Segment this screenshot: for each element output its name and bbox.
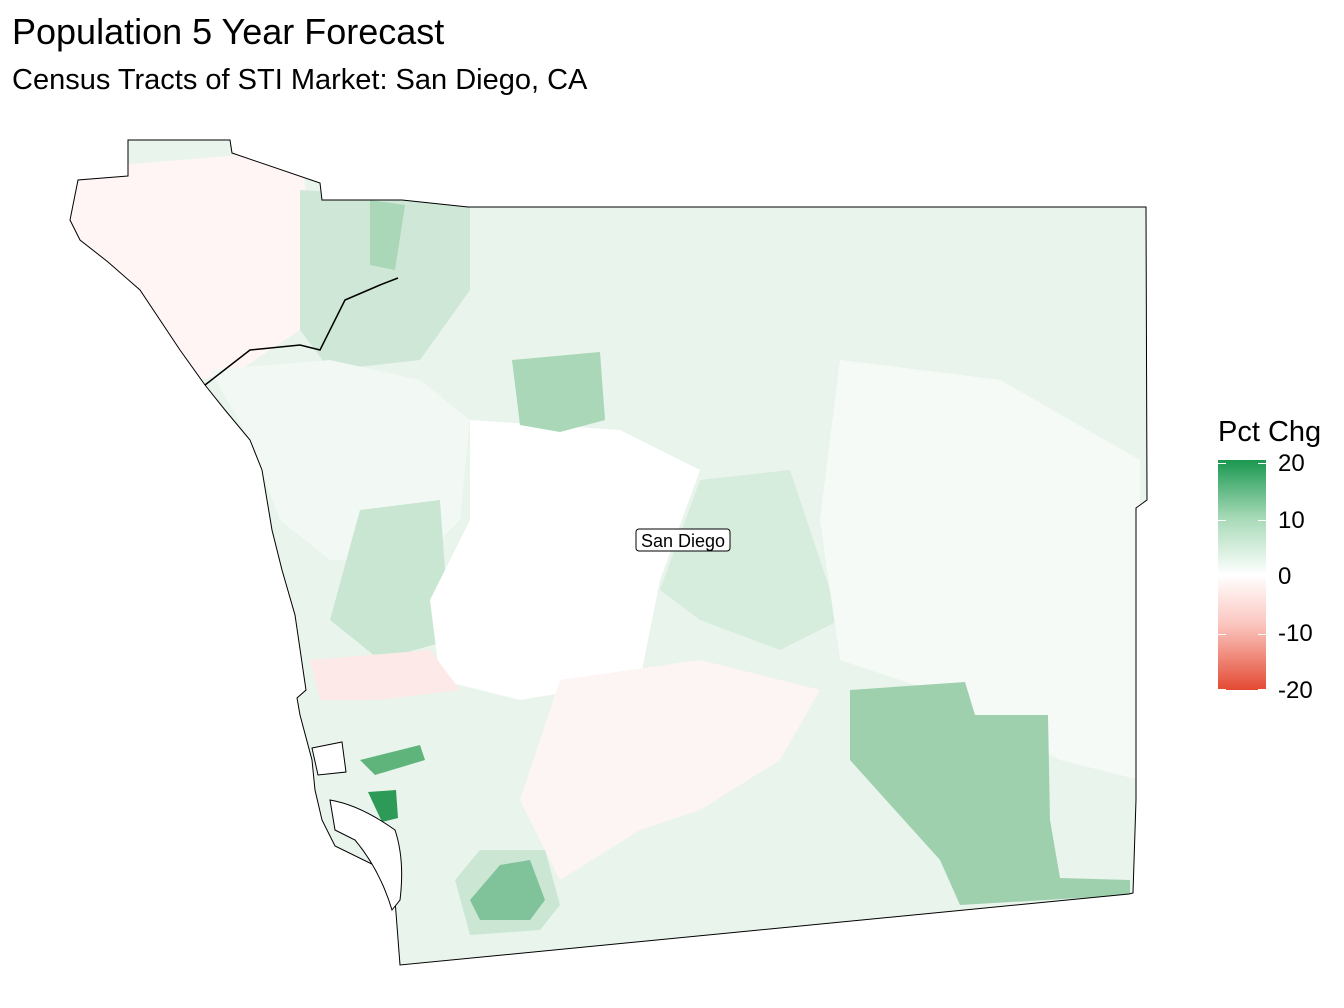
legend-tick-label: -20 [1278, 677, 1313, 704]
county-outline [69, 139, 1148, 966]
city-label: San Diego [641, 531, 725, 551]
legend-tickmark [1258, 577, 1266, 578]
legend-tickmark [1258, 634, 1266, 635]
region-urban-green [360, 745, 425, 775]
region-south-decline [520, 660, 820, 880]
legend-tickmark [1218, 577, 1226, 578]
chart-title: Population 5 Year Forecast [12, 11, 445, 52]
chart-subtitle: Census Tracts of STI Market: San Diego, … [12, 64, 588, 96]
region-north-inland [300, 190, 470, 370]
legend-tick-label: 20 [1278, 450, 1305, 477]
city-label-group: San Diego [635, 528, 731, 552]
legend-tickmark [1218, 520, 1226, 521]
region-north-ridge [370, 200, 405, 270]
region-southcentral-halo [455, 850, 560, 935]
region-east-central [660, 470, 840, 650]
legend-tickmark [1258, 463, 1266, 464]
region-southwest-decline [310, 650, 460, 700]
region-inland-white [430, 420, 700, 700]
legend-tickmark [1218, 634, 1226, 635]
legend-tick-label: 10 [1278, 507, 1305, 534]
legend-tickmark [1218, 463, 1226, 464]
north-boundary-line [204, 277, 399, 386]
region-mid-green [512, 352, 605, 432]
legend-colorbar [1218, 460, 1266, 690]
san-diego-bay [329, 799, 403, 912]
region-north-coast [70, 150, 310, 380]
legend-tick-label: 0 [1278, 563, 1292, 590]
city-label-box [635, 528, 731, 552]
region-urban-darkgreen [368, 790, 398, 822]
region-southeast-green [850, 682, 1130, 905]
legend-tick-label: -10 [1278, 620, 1313, 647]
legend-title: Pct Chg [1218, 416, 1322, 448]
region-east-white [820, 360, 1140, 780]
mission-bay [311, 741, 347, 776]
region-central-green [330, 500, 450, 660]
legend-tickmark [1258, 689, 1266, 690]
legend-tickmark [1218, 689, 1226, 690]
legend-tickmark [1258, 520, 1266, 521]
